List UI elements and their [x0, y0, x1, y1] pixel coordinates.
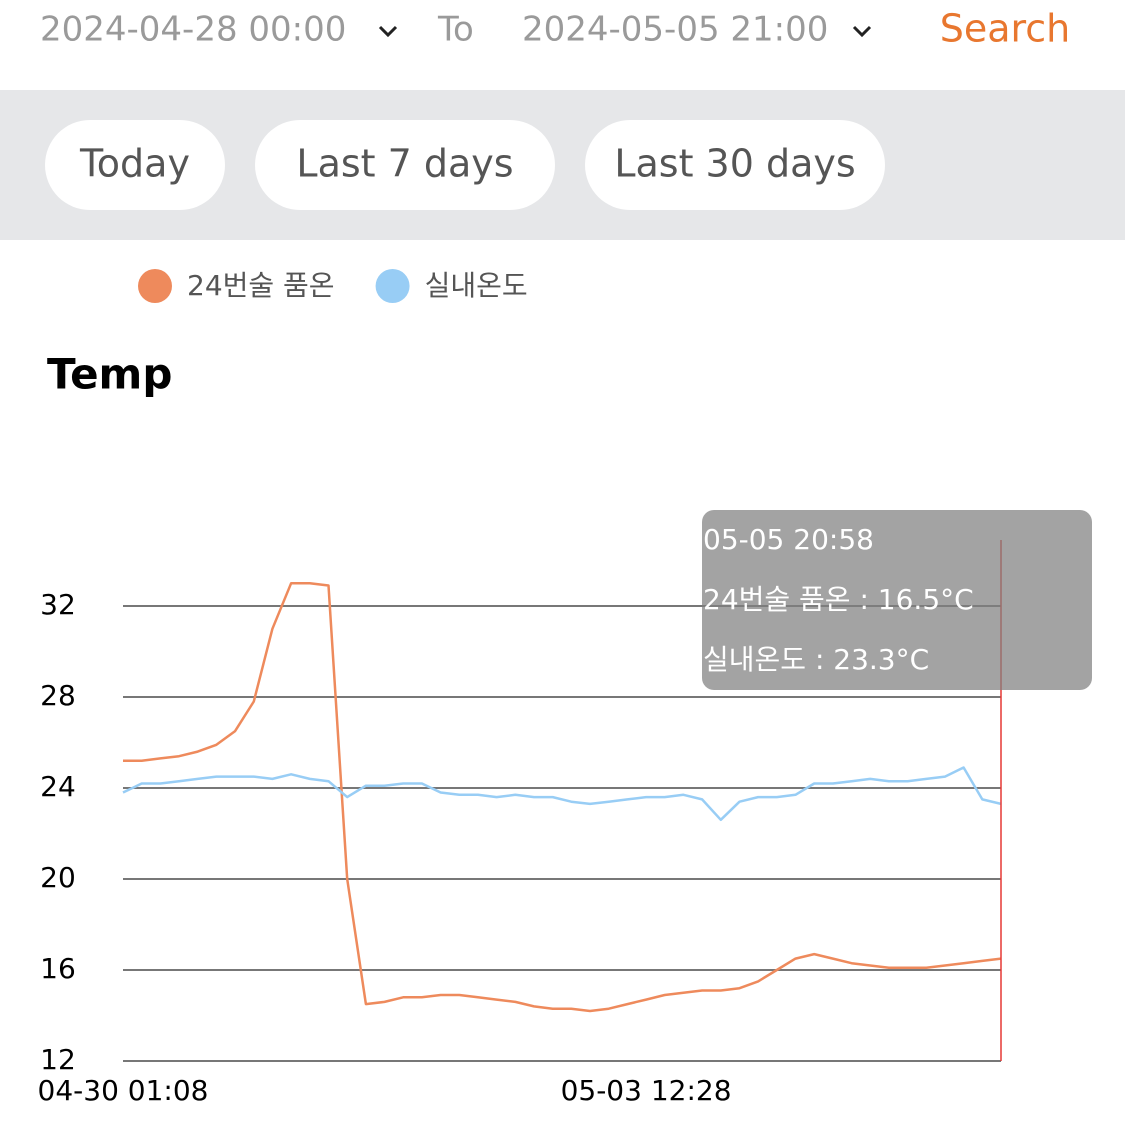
chart-title: Temp	[47, 350, 172, 399]
legend-marker	[375, 269, 410, 303]
tooltip-title: 05-05 20:58	[703, 523, 874, 556]
y-tick-label: 24	[40, 770, 76, 803]
y-tick-label: 32	[40, 588, 76, 621]
end-date[interactable]: 2024-05-05 21:00	[522, 10, 828, 50]
y-tick-label: 28	[40, 679, 76, 712]
filter-30days[interactable]: Last 30 days	[614, 142, 855, 186]
legend-label: 24번술 품온	[187, 269, 335, 302]
legend-marker	[138, 269, 172, 303]
pill[interactable]	[45, 120, 225, 210]
to-label: To	[437, 10, 474, 50]
series-line	[123, 582, 1002, 1013]
tooltip-box	[702, 510, 1092, 690]
chevron	[378, 25, 398, 38]
pill[interactable]	[585, 120, 885, 210]
start-date[interactable]: 2024-04-28 00:00	[40, 10, 346, 50]
filter-7days[interactable]: Last 7 days	[296, 142, 513, 186]
search-button[interactable]: Search	[940, 7, 1071, 51]
legend-label: 실내온도	[425, 269, 528, 302]
x-tick-label: 04-30 01:08	[38, 1074, 209, 1107]
y-tick-label: 16	[40, 952, 76, 985]
x-tick-label: 05-03 12:28	[561, 1074, 732, 1107]
chevron	[852, 25, 872, 38]
series-line	[122, 766, 1002, 822]
y-tick-label: 12	[40, 1043, 76, 1076]
pill[interactable]	[255, 120, 555, 210]
tooltip-line: 24번술 품온 : 16.5°C	[703, 583, 974, 616]
tooltip-line: 실내온도 : 23.3°C	[703, 643, 929, 676]
y-tick-label: 20	[40, 861, 76, 894]
filter-today[interactable]: Today	[79, 142, 190, 186]
